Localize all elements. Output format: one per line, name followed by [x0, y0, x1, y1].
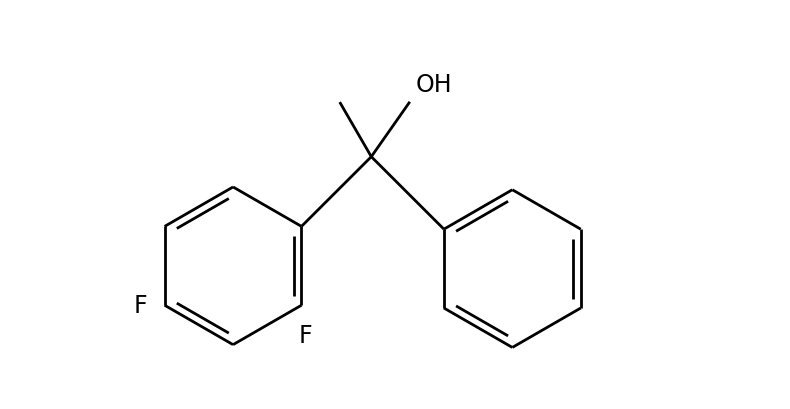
Text: F: F — [134, 294, 147, 317]
Text: OH: OH — [416, 73, 452, 97]
Text: F: F — [299, 323, 312, 347]
